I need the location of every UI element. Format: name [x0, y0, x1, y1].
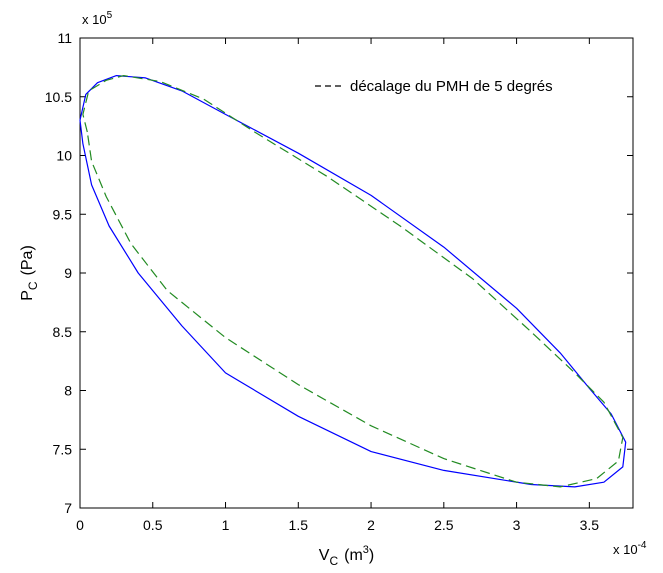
y-tick-label: 9.5	[53, 206, 73, 222]
y-tick-label: 10.5	[45, 89, 72, 105]
y-tick-label: 10	[56, 148, 72, 164]
x-tick-label: 3	[513, 517, 521, 533]
x-tick-label: 0.5	[143, 517, 163, 533]
x-axis-exponent: x 10-4	[613, 540, 647, 557]
x-tick-label: 2.5	[434, 517, 454, 533]
x-tick-label: 2	[367, 517, 375, 533]
y-tick-label: 9	[64, 265, 72, 281]
series-line-dashed	[82, 75, 624, 488]
series-group	[79, 75, 627, 488]
x-axis-label: VC (m3)	[319, 544, 374, 568]
y-tick-label: 11	[57, 30, 72, 46]
x-tick-label: 1.5	[289, 517, 309, 533]
x-tick-labels: 0 0.5 1 1.5 2 2.5 3 3.5	[76, 517, 599, 533]
y-tick-label: 7	[64, 500, 72, 516]
y-tick-labels: 7 7.5 8 8.5 9 9.5 10 10.5 11	[45, 30, 72, 516]
y-tick-label: 7.5	[53, 441, 73, 457]
y-axis-exponent: x 105	[82, 10, 113, 27]
y-tick-label: 8	[64, 383, 72, 399]
y-axis-label: PC(Pa)	[19, 245, 40, 301]
x-tick-label: 0	[76, 517, 84, 533]
x-tick-label: 3.5	[580, 517, 600, 533]
x-tick-label: 1	[222, 517, 230, 533]
plot-area	[79, 37, 634, 509]
y-tick-label: 8.5	[53, 324, 73, 340]
legend-label: décalage du PMH de 5 degrés	[350, 78, 553, 95]
legend: décalage du PMH de 5 degrés	[315, 78, 553, 95]
